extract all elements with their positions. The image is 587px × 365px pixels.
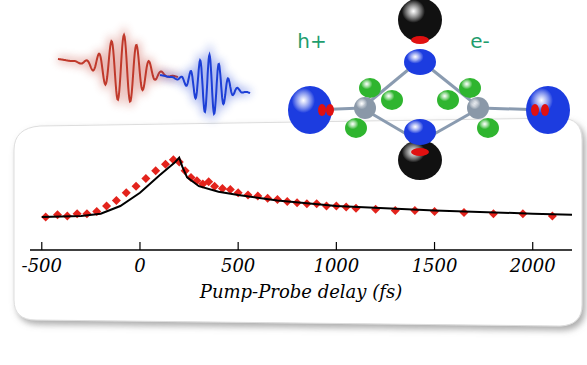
atom-oxygen [411, 36, 429, 44]
orbital-lobe [398, 0, 442, 42]
orbital-lobe [477, 118, 499, 138]
data-point [548, 211, 557, 220]
panel [14, 118, 582, 326]
data-point [489, 209, 498, 218]
orbital-lobe [381, 90, 403, 110]
data-point [391, 206, 400, 215]
pulse [58, 35, 178, 102]
x-tick-label: -500 [22, 255, 62, 276]
orbital-lobe [467, 97, 489, 119]
orbital-lobe [404, 49, 436, 75]
pulse-glow [160, 55, 250, 114]
orbital-lobe [354, 97, 376, 119]
data-point [253, 192, 262, 201]
orbital-lobe [359, 78, 381, 98]
data-point [459, 208, 468, 217]
x-axis-title: Pump-Probe delay (fs) [199, 281, 402, 302]
x-tick [238, 242, 239, 250]
data-point [112, 196, 121, 205]
data-point [122, 188, 131, 197]
molecule [288, 0, 570, 180]
orbital-lobe [288, 86, 332, 134]
data-point [371, 205, 380, 214]
atom-oxygen [541, 104, 549, 116]
orbital-lobe [437, 90, 459, 110]
orbital-lobe [345, 118, 367, 138]
x-tick-label: 500 [221, 255, 255, 276]
x-axis [30, 249, 572, 251]
x-tick [336, 242, 337, 250]
x-tick [41, 242, 42, 250]
fit-line [42, 158, 572, 217]
pulse-glow [58, 35, 178, 102]
atom-oxygen [318, 104, 326, 116]
canvas: h+ e- -500 0 500 1000 1500 2000 Pump-Probe delay… [0, 0, 587, 365]
data-point [351, 204, 360, 213]
x-tick-label: 0 [134, 255, 145, 276]
x-tick [532, 242, 533, 250]
data-point [151, 166, 160, 175]
atom-oxygen [411, 148, 429, 156]
orbital-lobe [398, 140, 442, 180]
data-point [82, 209, 91, 218]
data-point [53, 210, 62, 219]
x-tick-label: 2000 [509, 255, 556, 276]
pulse [160, 55, 250, 114]
x-tick [139, 242, 140, 250]
data-point [132, 182, 141, 191]
annotation: e- [470, 29, 490, 53]
x-tick-label: 1500 [412, 255, 458, 276]
orbital-lobe [526, 86, 570, 134]
atom-oxygen [326, 104, 334, 116]
data-point [141, 174, 150, 183]
annotation: h+ [297, 29, 326, 53]
x-tick [434, 242, 435, 250]
orbital-lobe [404, 119, 436, 145]
orbital-lobe [459, 78, 481, 98]
plot-area [41, 155, 572, 221]
x-tick-label: 1000 [313, 255, 359, 276]
atom-oxygen [531, 104, 539, 116]
